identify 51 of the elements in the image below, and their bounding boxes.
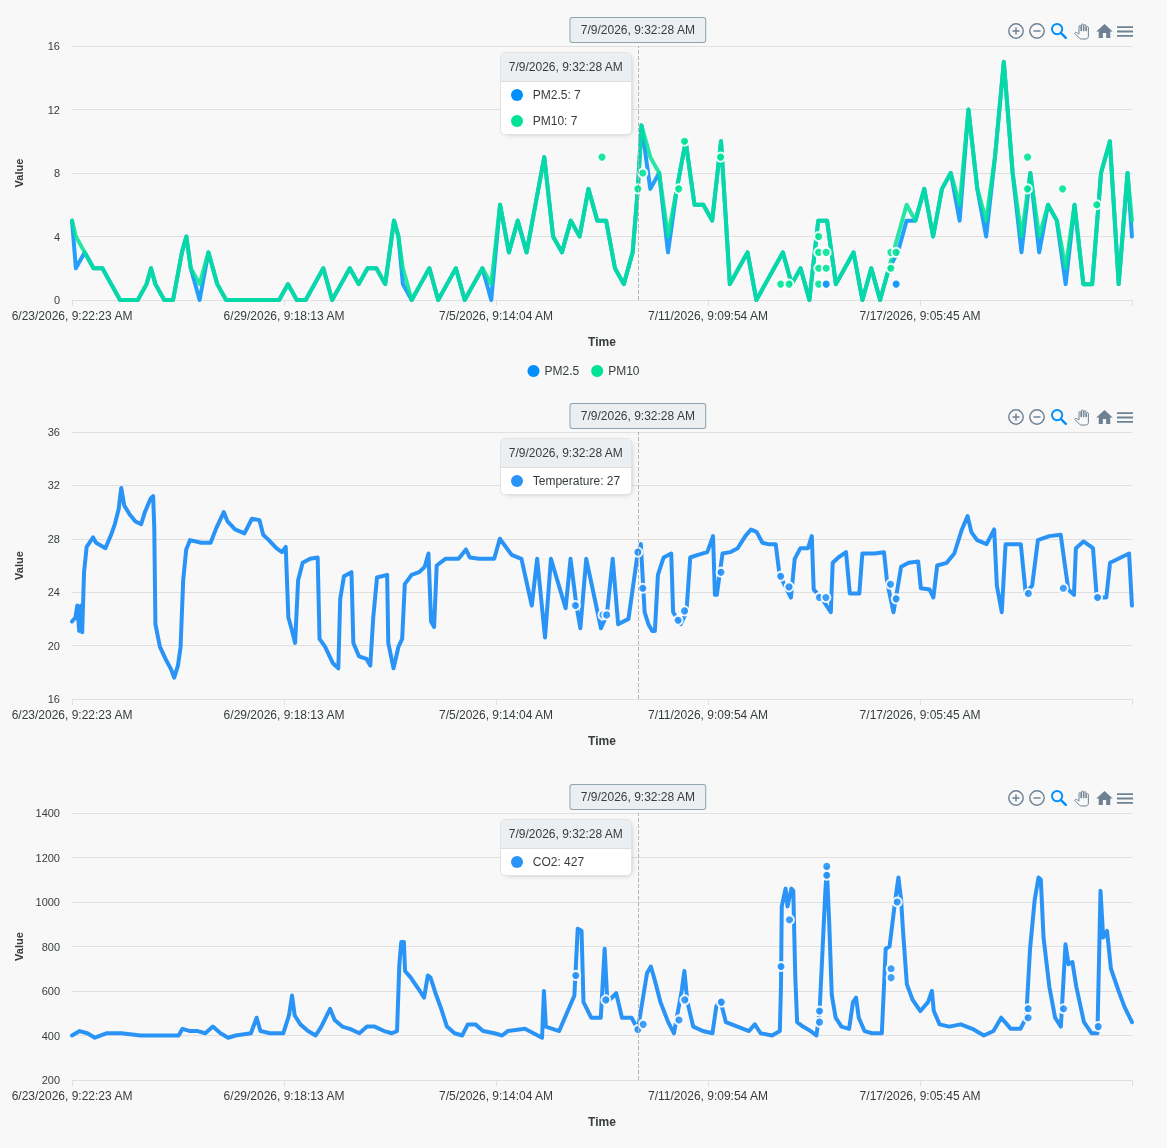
y-tick-label: 200 [41, 1074, 60, 1086]
x-tick-label: 7/11/2026, 9:09:54 AM [648, 309, 768, 323]
y-axis-title: Value [12, 932, 25, 961]
ref-line-label: 7/9/2026, 9:32:28 AM [580, 409, 695, 423]
y-tick-label: 800 [41, 940, 60, 953]
annotation: Temperature: 27 [532, 474, 621, 488]
y-tick-label: 1400 [35, 807, 60, 819]
y-tick-label: 0 [53, 294, 60, 306]
y-tick-label: 32 [47, 479, 60, 492]
x-axis-title: Time [588, 734, 617, 748]
y-tick-label: 20 [47, 639, 60, 652]
ref-line-label: 7/9/2026, 9:32:28 AM [580, 23, 695, 37]
x-tick-label: 6/23/2026, 9:22:23 AM [11, 309, 133, 323]
x-tick-label: 7/11/2026, 9:09:54 AM [648, 1089, 768, 1103]
y-tick-label: 1200 [35, 851, 60, 864]
y-tick-label: 600 [41, 985, 60, 997]
x-tick-label: 7/5/2026, 9:14:04 AM [438, 708, 554, 722]
legend-label: PM10 [608, 364, 640, 378]
y-axis-title: Value [12, 158, 25, 188]
x-tick-label: 7/17/2026, 9:05:45 AM [859, 309, 981, 323]
x-tick-label: 7/5/2026, 9:14:04 AM [438, 309, 554, 323]
annotation: PM2.5: 7 [532, 88, 581, 102]
annotation: 7/9/2026, 9:32:28 AM [500, 53, 631, 82]
y-tick-label: 12 [47, 103, 60, 116]
x-tick-label: 7/17/2026, 9:05:45 AM [859, 1089, 981, 1103]
legend-label: PM2.5 [544, 364, 580, 378]
x-tick-label: 6/29/2026, 9:18:13 AM [223, 309, 345, 323]
y-axis-title: Value [12, 551, 25, 580]
y-tick-label: 8 [53, 167, 60, 179]
x-tick-label: 7/11/2026, 9:09:54 AM [648, 708, 768, 722]
y-tick-label: 400 [41, 1029, 60, 1042]
y-tick-label: 24 [47, 586, 60, 599]
x-axis-title: Time [588, 1115, 617, 1129]
y-tick-label: 1000 [35, 896, 60, 908]
annotation: CO2: 427 [532, 855, 585, 869]
annotation: 7/9/2026, 9:32:28 AM [500, 439, 631, 468]
ref-line-label: 7/9/2026, 9:32:28 AM [580, 790, 695, 804]
y-tick-label: 16 [47, 693, 60, 705]
x-tick-label: 6/29/2026, 9:18:13 AM [223, 708, 345, 722]
y-tick-label: 28 [47, 532, 60, 545]
x-tick-label: 7/17/2026, 9:05:45 AM [859, 708, 981, 722]
y-tick-label: 16 [47, 40, 60, 52]
annotation: PM10: 7 [532, 114, 578, 128]
y-tick-label: 36 [47, 426, 60, 438]
x-tick-label: 6/23/2026, 9:22:23 AM [11, 1089, 133, 1103]
x-tick-label: 6/29/2026, 9:18:13 AM [223, 1089, 345, 1103]
x-axis-title: Time [588, 335, 617, 349]
y-tick-label: 4 [53, 230, 60, 243]
annotation: 7/9/2026, 9:32:28 AM [500, 820, 631, 849]
x-tick-label: 7/5/2026, 9:14:04 AM [438, 1089, 554, 1103]
x-tick-label: 6/23/2026, 9:22:23 AM [11, 708, 133, 722]
